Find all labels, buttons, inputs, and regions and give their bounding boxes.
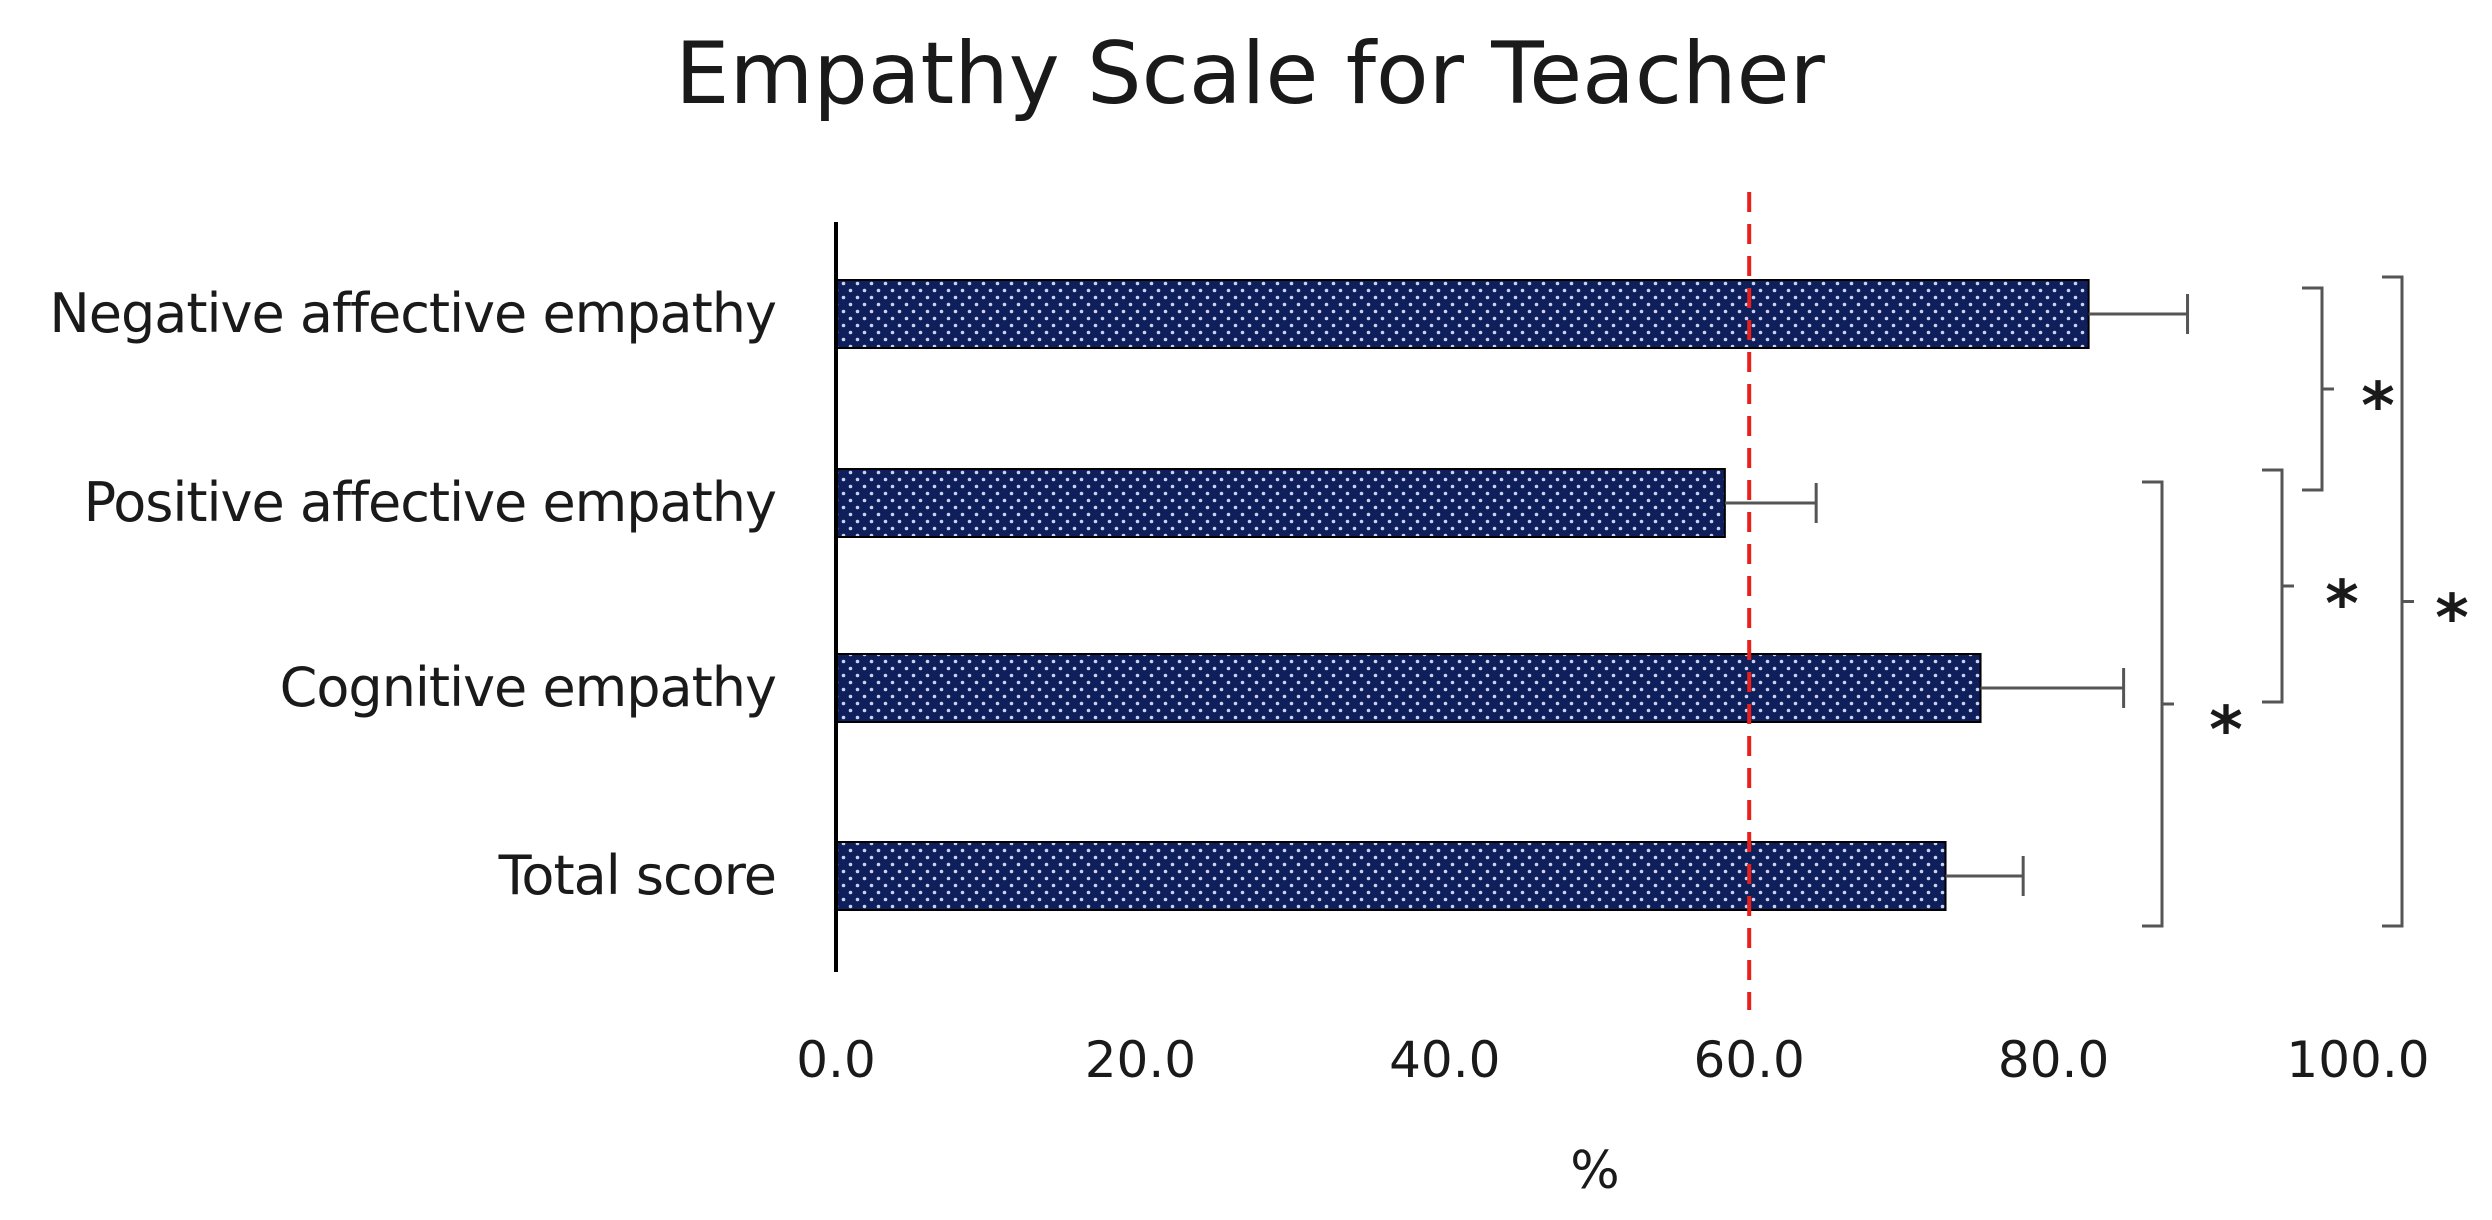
category-label: Total score — [498, 844, 776, 907]
chart-title: Empathy Scale for Teacher — [675, 24, 1825, 124]
bar — [835, 468, 1726, 538]
plot-area: Negative affective empathy Positive affec… — [49, 192, 2469, 1089]
bar — [835, 279, 2090, 349]
x-tick-label: 40.0 — [1389, 1031, 1500, 1089]
bar — [835, 653, 1982, 723]
significance-label: * — [2209, 694, 2242, 768]
x-tick-label: 60.0 — [1694, 1031, 1805, 1089]
x-tick-label: 100.0 — [2286, 1031, 2429, 1089]
x-tick-label: 80.0 — [1998, 1031, 2109, 1089]
significance-bracket — [2302, 286, 2334, 492]
significance-bracket — [2142, 480, 2174, 928]
significance-label: * — [2361, 370, 2394, 444]
bar — [835, 841, 1947, 911]
category-label: Negative affective empathy — [49, 282, 776, 345]
category-label: Positive affective empathy — [84, 471, 776, 534]
x-tick-label: 20.0 — [1085, 1031, 1196, 1089]
significance-bracket — [2262, 468, 2294, 704]
x-axis-title: % — [1570, 1141, 1619, 1201]
x-tick-label: 0.0 — [796, 1031, 876, 1089]
category-label: Cognitive empathy — [280, 656, 776, 719]
significance-label: * — [2325, 568, 2358, 642]
significance-bracket — [2382, 275, 2414, 928]
significance-label: * — [2435, 582, 2468, 656]
